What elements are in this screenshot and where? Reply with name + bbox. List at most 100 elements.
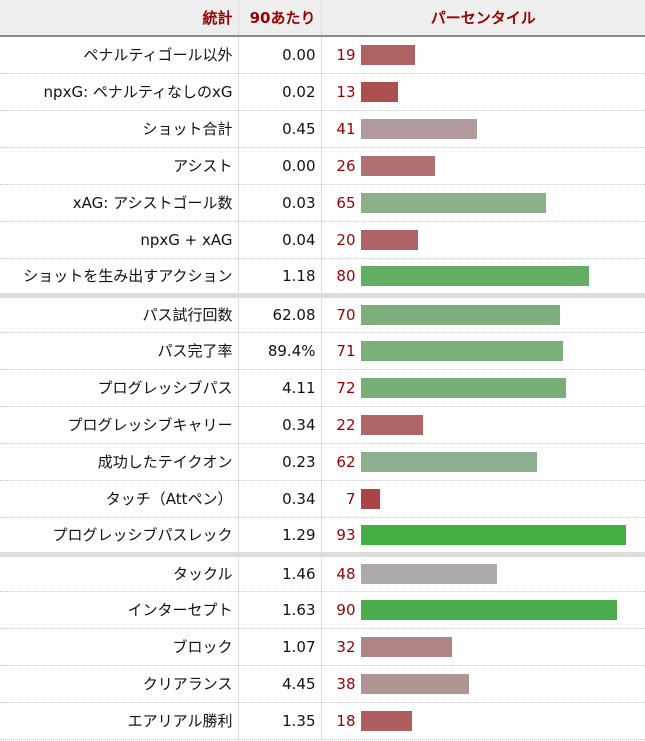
percentile-value: 38: [336, 674, 356, 693]
percentile-value: 72: [336, 378, 356, 397]
percentile-value: 65: [336, 193, 356, 212]
percentile-value: 71: [336, 341, 356, 360]
per90-value: 0.04: [238, 221, 322, 259]
percentile-bar: [360, 451, 538, 472]
stat-name: パス完了率: [0, 332, 239, 370]
percentile-cell: 72: [321, 369, 645, 407]
per90-value: 1.63: [238, 591, 322, 629]
stat-name: パス試行回数: [0, 292, 239, 333]
percentile-value: 22: [336, 415, 356, 434]
percentile-bar: [360, 265, 589, 286]
table-row: クリアランス 4.45 38: [0, 665, 645, 703]
percentile-cell: 32: [321, 628, 645, 666]
header-stat[interactable]: 統計: [0, 0, 239, 37]
percentile-cell: 18: [321, 702, 645, 740]
per90-value: 1.35: [238, 702, 322, 740]
percentile-value: 13: [336, 82, 356, 101]
table-row: ブロック 1.07 32: [0, 628, 645, 666]
per90-value: 0.34: [238, 406, 322, 444]
stat-name: ショットを生み出すアクション: [0, 258, 239, 296]
table-row: プログレッシブキャリー 0.34 22: [0, 406, 645, 444]
per90-value: 0.34: [238, 480, 322, 518]
percentile-cell: 90: [321, 591, 645, 629]
table-row: プログレッシブパス 4.11 72: [0, 369, 645, 407]
percentile-bar: [360, 524, 626, 545]
stat-name: xAG: アシストゴール数: [0, 184, 239, 222]
table-row: インターセプト 1.63 90: [0, 591, 645, 629]
stat-name: インターセプト: [0, 591, 239, 629]
percentile-cell: 7: [321, 480, 645, 518]
percentile-cell: 38: [321, 665, 645, 703]
percentile-value: 26: [336, 156, 356, 175]
table-row: エアリアル勝利 1.35 18: [0, 702, 645, 740]
per90-value: 62.08: [238, 292, 322, 333]
percentile-cell: 26: [321, 147, 645, 185]
percentile-bar: [360, 488, 381, 509]
percentile-bar: [360, 340, 563, 361]
percentile-value: 48: [336, 564, 356, 583]
percentile-value: 18: [336, 711, 356, 730]
percentile-cell: 19: [321, 36, 645, 74]
percentile-cell: 13: [321, 73, 645, 111]
percentile-value: 32: [336, 637, 356, 656]
percentile-cell: 20: [321, 221, 645, 259]
stat-name: ペナルティゴール以外: [0, 36, 239, 74]
percentile-cell: 65: [321, 184, 645, 222]
percentile-bar: [360, 155, 435, 176]
per90-value: 0.45: [238, 110, 322, 148]
percentile-cell: 22: [321, 406, 645, 444]
stat-name: npxG + xAG: [0, 221, 239, 259]
stat-name: 成功したテイクオン: [0, 443, 239, 481]
per90-value: 0.02: [238, 73, 322, 111]
table-row: 成功したテイクオン 0.23 62: [0, 443, 645, 481]
per90-value: 89.4%: [238, 332, 322, 370]
per90-value: 4.45: [238, 665, 322, 703]
stat-name: タッチ（Attペン）: [0, 480, 239, 518]
percentile-bar: [360, 229, 418, 250]
percentile-bar: [360, 599, 617, 620]
stat-name: クリアランス: [0, 665, 239, 703]
percentile-cell: 80: [321, 258, 645, 296]
table-row: プログレッシブパスレック 1.29 93: [0, 517, 645, 555]
percentile-cell: 71: [321, 332, 645, 370]
table-row: ショットを生み出すアクション 1.18 80: [0, 258, 645, 296]
percentile-bar: [360, 304, 560, 325]
header-per90[interactable]: 90あたり: [238, 0, 322, 37]
percentile-value: 20: [336, 230, 356, 249]
table-row: アシスト 0.00 26: [0, 147, 645, 185]
table-row: パス完了率 89.4% 71: [0, 332, 645, 370]
per90-value: 1.18: [238, 258, 322, 296]
stat-name: ショット合計: [0, 110, 239, 148]
stat-name: アシスト: [0, 147, 239, 185]
stat-name: プログレッシブパスレック: [0, 517, 239, 555]
stat-name: npxG: ペナルティなしのxG: [0, 73, 239, 111]
percentile-bar: [360, 81, 398, 102]
table-row: ショット合計 0.45 41: [0, 110, 645, 148]
percentile-bar: [360, 414, 424, 435]
table-row: タックル 1.46 48: [0, 551, 645, 592]
percentile-value: 7: [345, 489, 356, 508]
stat-name: タックル: [0, 551, 239, 592]
table-row: ペナルティゴール以外 0.00 19: [0, 36, 645, 74]
percentile-bar: [360, 192, 546, 213]
percentile-bar: [360, 118, 478, 139]
per90-value: 0.00: [238, 147, 322, 185]
percentile-cell: 48: [321, 551, 645, 592]
percentile-bar: [360, 563, 498, 584]
per90-value: 1.07: [238, 628, 322, 666]
percentile-cell: 93: [321, 517, 645, 555]
percentile-value: 80: [336, 266, 356, 285]
per90-value: 4.11: [238, 369, 322, 407]
stat-name: ブロック: [0, 628, 239, 666]
table-row: パス試行回数 62.08 70: [0, 292, 645, 333]
header-percentile[interactable]: パーセンタイル: [321, 0, 645, 37]
percentile-bar: [360, 636, 452, 657]
percentile-bar: [360, 710, 412, 731]
percentile-value: 93: [336, 525, 356, 544]
percentile-value: 19: [336, 45, 356, 64]
percentile-bar: [360, 673, 469, 694]
stat-name: プログレッシブキャリー: [0, 406, 239, 444]
percentile-value: 70: [336, 305, 356, 324]
percentile-value: 62: [336, 452, 356, 471]
